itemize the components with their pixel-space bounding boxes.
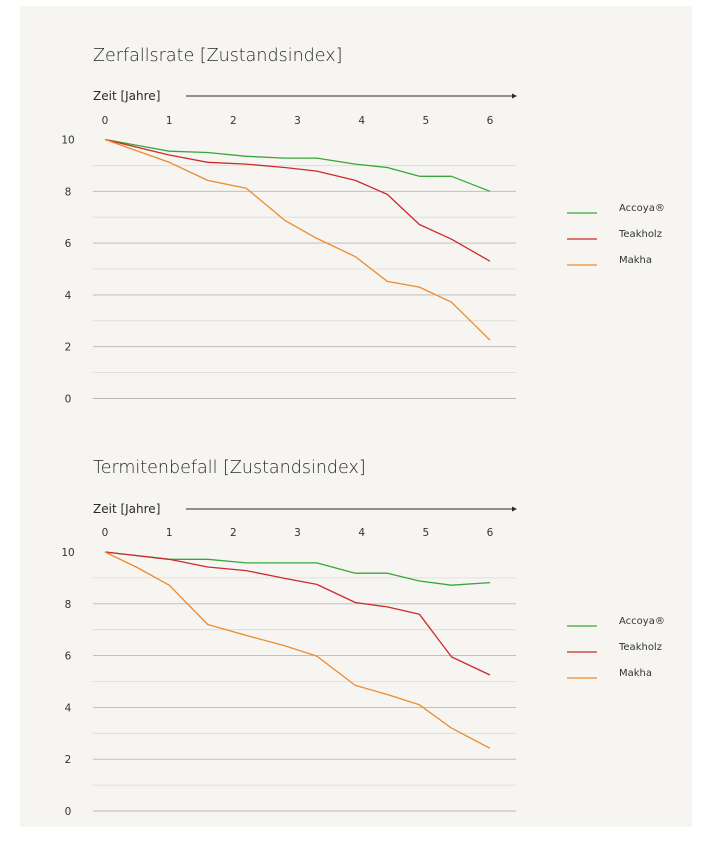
x-tick-label: 4: [358, 527, 365, 539]
legend-label: Makha: [619, 668, 652, 679]
series-line-makha: [104, 138, 491, 341]
x-axis-title: Zeit [Jahre]: [93, 502, 160, 516]
chart-title: Zerfallsrate [Zustandsindex]: [93, 46, 342, 66]
y-tick-label: 10: [61, 547, 74, 559]
series-line-makha: [104, 551, 491, 749]
legend-label: Accoya®: [619, 616, 665, 627]
y-tick-label: 6: [65, 651, 72, 663]
y-tick-label: 8: [65, 186, 72, 198]
x-tick-label: 6: [487, 115, 494, 127]
series-line-accoya: [104, 138, 491, 192]
x-tick-label: 3: [294, 527, 301, 539]
y-tick-label: 0: [65, 394, 72, 406]
legend-label: Makha: [619, 255, 652, 266]
y-tick-label: 2: [65, 342, 72, 354]
x-axis-title: Zeit [Jahre]: [93, 89, 160, 103]
x-tick-label: 5: [422, 527, 429, 539]
x-tick-label: 1: [166, 115, 173, 127]
legend-label: Teakholz: [618, 229, 662, 240]
chart-panel: [20, 6, 692, 827]
x-tick-label: 4: [358, 115, 365, 127]
x-tick-label: 2: [230, 527, 237, 539]
x-axis-arrow-head: [512, 506, 517, 512]
y-tick-label: 6: [65, 238, 72, 250]
x-tick-label: 5: [422, 115, 429, 127]
x-axis-arrow-head: [512, 93, 517, 99]
series-line-teakholz: [104, 138, 491, 262]
x-tick-label: 1: [166, 527, 173, 539]
series-line-accoya: [104, 551, 491, 586]
x-tick-label: 0: [102, 115, 109, 127]
x-tick-label: 0: [102, 527, 109, 539]
y-tick-label: 0: [65, 806, 72, 818]
x-tick-label: 2: [230, 115, 237, 127]
y-tick-label: 4: [65, 702, 72, 714]
y-tick-label: 4: [65, 290, 72, 302]
x-tick-label: 3: [294, 115, 301, 127]
y-tick-label: 8: [65, 599, 72, 611]
legend-label: Teakholz: [618, 642, 662, 653]
y-tick-label: 10: [61, 135, 74, 147]
x-tick-label: 6: [487, 527, 494, 539]
chart-title: Termitenbefall [Zustandsindex]: [93, 458, 366, 478]
y-tick-label: 2: [65, 754, 72, 766]
legend-label: Accoya®: [619, 203, 665, 214]
series-line-teakholz: [104, 551, 491, 676]
